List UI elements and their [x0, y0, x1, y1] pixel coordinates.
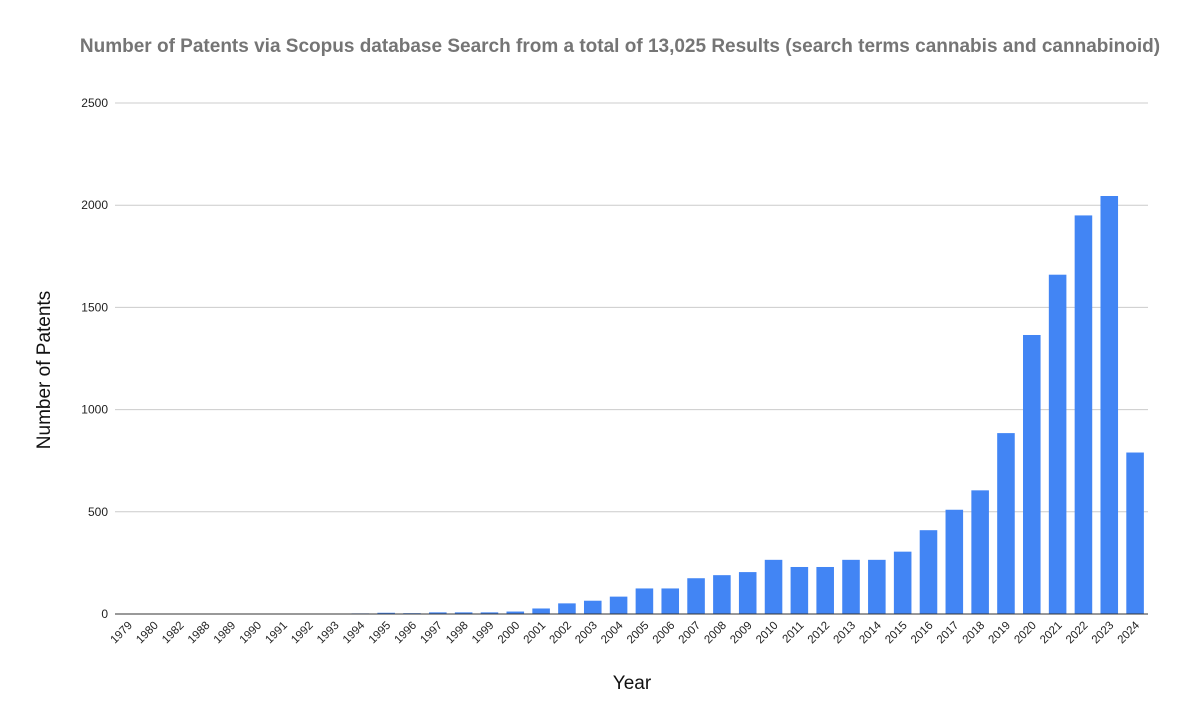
- x-tick-label: 2001: [522, 620, 549, 647]
- x-tick-label: 2005: [625, 620, 652, 647]
- bar-2024: [1126, 452, 1144, 614]
- y-tick-labels: 0 500 1000 1500 2000 2500: [81, 96, 108, 621]
- x-tick-label: 1999: [470, 620, 497, 647]
- x-tick-labels: 1979 1980 1982 1988 1989 1990 1991 1992 1993 1994…: [108, 619, 1142, 646]
- x-tick-label: 2015: [883, 620, 910, 647]
- bar-2005: [635, 588, 654, 614]
- y-tick-label: 0: [101, 607, 108, 621]
- x-tick-label: 2018: [961, 620, 988, 647]
- x-tick-label: 2017: [935, 620, 962, 647]
- x-tick-label: 1994: [341, 619, 368, 646]
- y-tick-label: 2500: [81, 96, 108, 110]
- bar-2017: [945, 509, 964, 614]
- y-tick-label: 1500: [81, 300, 108, 314]
- bar-2015: [893, 551, 912, 614]
- x-axis-title: Year: [613, 673, 652, 694]
- x-tick-label: 1990: [238, 620, 265, 647]
- bar-2001: [532, 608, 550, 614]
- bar-2012: [816, 566, 834, 614]
- bar-2014: [868, 559, 886, 614]
- bar-2006: [661, 588, 680, 614]
- x-tick-label: 1991: [263, 620, 290, 647]
- x-tick-label: 1992: [289, 620, 316, 647]
- bar-2007: [687, 578, 705, 614]
- bars: [119, 196, 1144, 615]
- chart-title: Number of Patents via Scopus database Se…: [79, 36, 1161, 57]
- y-tick-label: 2000: [81, 198, 108, 212]
- y-tick-label: 1000: [81, 403, 108, 417]
- x-tick-label: 1996: [393, 620, 420, 647]
- x-tick-label: 2014: [857, 619, 884, 646]
- gridlines: [115, 102, 1148, 513]
- bar-1998: [454, 612, 473, 614]
- x-tick-label: 2024: [1116, 619, 1143, 646]
- bar-2020: [1023, 334, 1041, 614]
- x-tick-label: 2022: [1064, 620, 1091, 647]
- y-axis-title: Number of Patents: [34, 291, 55, 449]
- bar-1997: [429, 612, 447, 614]
- x-tick-label: 1988: [186, 620, 213, 647]
- x-tick-label: 2019: [987, 620, 1014, 647]
- bar-2000: [506, 611, 525, 614]
- x-tick-label: 2010: [754, 620, 781, 647]
- bar-2013: [842, 559, 860, 614]
- x-tick-label: 2009: [728, 620, 755, 647]
- x-tick-label: 2021: [1038, 620, 1065, 647]
- x-tick-label: 2003: [573, 620, 600, 647]
- bar-2010: [764, 559, 783, 614]
- bar-2011: [790, 566, 809, 614]
- x-tick-label: 2008: [702, 620, 729, 647]
- bar-2004: [609, 596, 628, 614]
- bar-1999: [480, 612, 499, 614]
- x-tick-label: 2023: [1090, 620, 1117, 647]
- x-tick-label: 2020: [1012, 620, 1039, 647]
- x-tick-label: 1979: [108, 620, 135, 647]
- x-tick-label: 2013: [832, 620, 859, 647]
- x-tick-label: 1982: [160, 620, 187, 647]
- x-tick-label: 2002: [547, 620, 574, 647]
- bar-2018: [971, 490, 989, 614]
- bar-2003: [583, 600, 602, 614]
- x-tick-label: 2012: [806, 620, 833, 647]
- x-tick-label: 2006: [651, 620, 678, 647]
- x-tick-label: 1995: [367, 620, 394, 647]
- bar-2008: [713, 575, 731, 614]
- x-tick-label: 2011: [781, 620, 807, 646]
- bar-2002: [558, 603, 576, 614]
- bar-2009: [738, 572, 757, 614]
- x-tick-label: 2000: [496, 620, 523, 647]
- bar-2021: [1048, 274, 1067, 614]
- bar-2023: [1100, 196, 1119, 614]
- x-tick-label: 1998: [444, 620, 471, 647]
- bar-1995: [377, 612, 395, 614]
- x-tick-label: 1980: [134, 620, 161, 647]
- bar-2016: [919, 530, 938, 614]
- bar-2022: [1074, 215, 1093, 615]
- bar-2019: [997, 433, 1015, 614]
- x-tick-label: 2016: [909, 620, 936, 647]
- x-tick-label: 1993: [315, 620, 342, 647]
- x-tick-label: 1997: [418, 620, 445, 647]
- x-tick-label: 2007: [677, 620, 704, 647]
- x-tick-label: 1989: [212, 620, 239, 647]
- y-tick-label: 500: [88, 505, 108, 519]
- x-tick-label: 2004: [599, 619, 626, 646]
